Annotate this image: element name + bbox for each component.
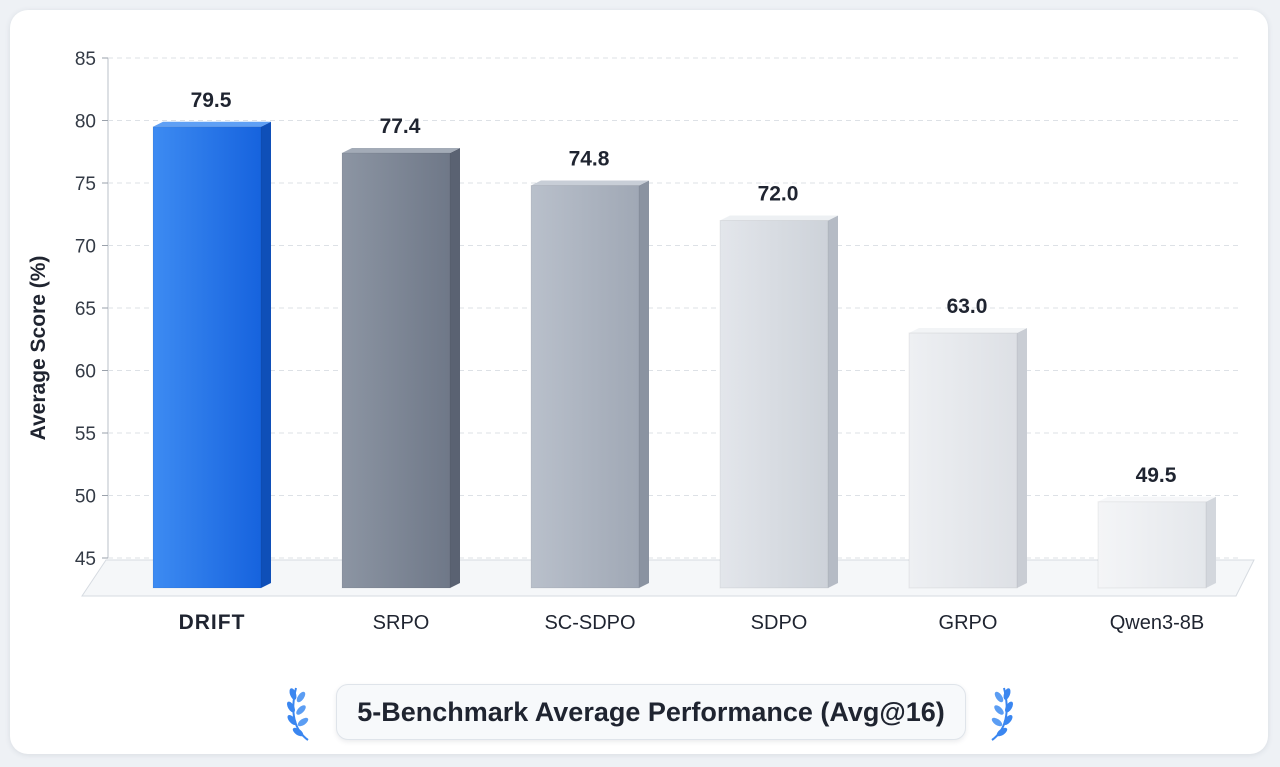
x-tick-label: GRPO <box>939 612 998 634</box>
bar-qwen3-8b <box>1097 496 1216 589</box>
y-tick-label: 70 <box>75 237 96 258</box>
bar-top <box>720 215 838 221</box>
x-tick-label: Qwen3-8B <box>1110 612 1205 634</box>
bar-side <box>450 148 460 588</box>
y-tick-label: 75 <box>75 174 96 195</box>
x-tick-label: SDPO <box>751 612 808 634</box>
data-label: 72.0 <box>758 183 799 206</box>
y-tick-label: 65 <box>75 299 96 320</box>
y-tick-label: 50 <box>75 487 96 508</box>
y-axis-label: Average Score (%) <box>27 256 50 441</box>
x-tick-label: SRPO <box>373 612 430 634</box>
bar-side <box>828 215 838 588</box>
bar-side <box>1017 328 1027 588</box>
y-tick-label: 85 <box>75 49 96 70</box>
bar <box>719 220 829 589</box>
chart-card: 45 50 55 60 65 70 75 80 85 Average Score (%) 79.5 D… <box>10 10 1268 754</box>
bar-sc-sdpo <box>530 180 649 589</box>
bar <box>1097 501 1207 589</box>
data-label: 49.5 <box>1136 464 1177 487</box>
y-tick-label: 45 <box>75 549 96 570</box>
bar-side <box>261 121 271 588</box>
laurel-icon <box>287 687 309 741</box>
bar <box>152 126 262 589</box>
bar-top <box>342 148 460 153</box>
bar-top <box>1098 496 1216 502</box>
bar-chart: 45 50 55 60 65 70 75 80 85 Average Score (%) 79.5 D… <box>27 49 1255 634</box>
data-label: 79.5 <box>191 89 232 112</box>
bar-top <box>153 121 271 127</box>
bar <box>530 185 640 589</box>
y-tick-label: 55 <box>75 424 96 445</box>
bar-side <box>639 180 649 588</box>
bar-top <box>909 328 1027 333</box>
bar <box>341 152 451 589</box>
bar-sdpo <box>719 215 838 589</box>
y-tick-label: 60 <box>75 362 96 383</box>
laurel-icon <box>991 687 1013 741</box>
data-label: 63.0 <box>947 295 988 318</box>
y-tick-label: 80 <box>75 112 96 133</box>
caption-area: 5-Benchmark Average Performance (Avg@16) <box>280 678 1020 746</box>
bar-srpo <box>341 148 460 589</box>
x-tick-label: SC-SDPO <box>544 612 635 634</box>
data-label: 74.8 <box>569 148 610 171</box>
chart-caption: 5-Benchmark Average Performance (Avg@16) <box>336 684 966 740</box>
bar-grpo <box>908 328 1027 589</box>
bar-drift <box>152 121 271 589</box>
data-label: 77.4 <box>380 115 421 138</box>
bar-top <box>531 180 649 186</box>
bar-side <box>1206 496 1216 588</box>
x-tick-label: DRIFT <box>179 611 246 634</box>
bar <box>908 332 1018 589</box>
